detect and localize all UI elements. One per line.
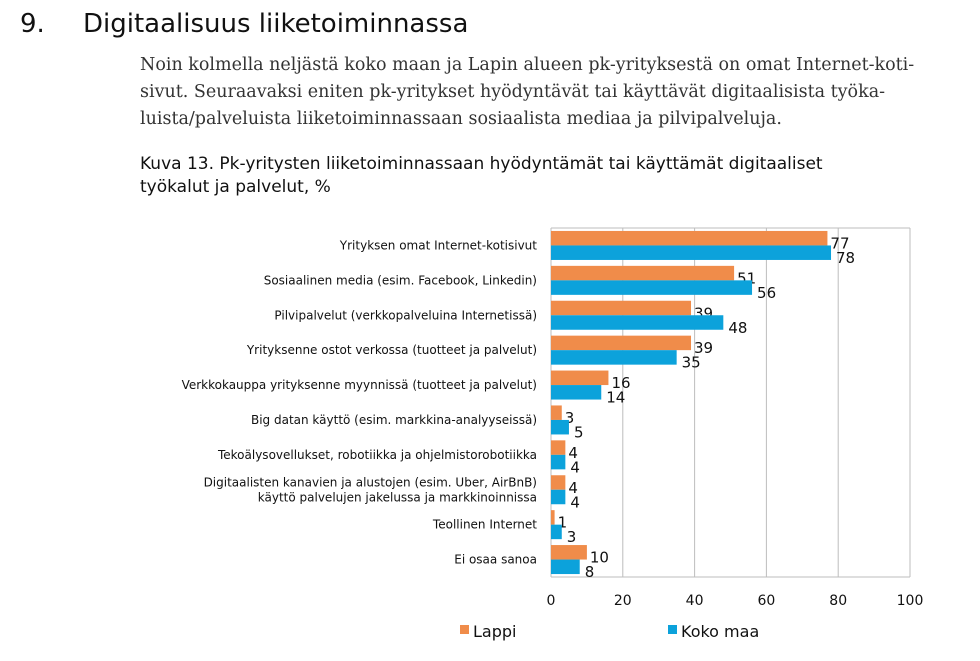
category-label: Tekoälysovellukset, robotiikka ja ohjelm… (217, 448, 537, 462)
data-label: 3 (567, 528, 577, 546)
x-tick-label: 60 (757, 593, 775, 609)
bar-lappi (551, 265, 735, 281)
data-label: 4 (570, 493, 580, 511)
bar-koko-maa (551, 559, 580, 575)
bar-koko-maa (551, 245, 832, 260)
bar-koko-maa (551, 419, 569, 435)
bar-lappi (551, 335, 692, 351)
legend-swatch (668, 625, 677, 634)
bar-lappi (551, 405, 562, 420)
data-label: 1 (558, 514, 568, 532)
bar-koko-maa (551, 454, 566, 470)
category-label: Teollinen Internet (432, 518, 537, 532)
caption-line: Kuva 13. Pk-yritysten liiketoiminnassaan… (140, 154, 823, 174)
data-label: 3 (565, 409, 575, 427)
x-tick-label: 100 (897, 593, 924, 609)
section-number: 9. (20, 9, 45, 39)
bar-koko-maa (551, 489, 566, 505)
bar-lappi (551, 300, 692, 316)
category-label: Yrityksen omat Internet-kotisivut (339, 238, 537, 252)
category-label: Digitaalisten kanavien ja alustojen (esi… (204, 475, 537, 489)
category-label: Ei osaa sanoa (454, 553, 537, 567)
bar-lappi (551, 510, 555, 525)
bar-lappi (551, 370, 609, 386)
data-label: 56 (757, 284, 776, 302)
bar-lappi (551, 440, 566, 455)
data-label: 14 (606, 389, 625, 407)
category-label: Pilvipalvelut (verkkopalveluina Internet… (274, 308, 537, 322)
bar-koko-maa (551, 350, 677, 365)
data-label: 5 (574, 423, 584, 441)
legend-swatch (460, 625, 469, 634)
x-tick-label: 0 (547, 593, 556, 609)
data-label: 4 (570, 458, 580, 476)
legend-label: Koko maa (681, 622, 759, 641)
bar-koko-maa (551, 524, 562, 540)
paragraph-line: Noin kolmella neljästä koko maan ja Lapi… (140, 55, 915, 75)
data-label: 78 (836, 249, 855, 267)
bar-lappi (551, 545, 587, 560)
data-label: 10 (590, 549, 609, 567)
x-tick-label: 40 (686, 593, 704, 609)
section-title: Digitaalisuus liiketoiminnassa (83, 9, 469, 39)
paragraph-line: luista/palveluista liiketoiminnassaan so… (140, 109, 782, 129)
data-label: 16 (611, 374, 630, 392)
bar-koko-maa (551, 315, 724, 330)
data-label: 4 (568, 479, 578, 497)
caption-line: työkalut ja palvelut, % (140, 177, 331, 197)
paragraph-line: sivut. Seuraavaksi eniten pk-yritykset h… (140, 82, 886, 102)
bar-lappi (551, 475, 566, 490)
bar-lappi (551, 230, 828, 246)
data-label: 8 (585, 563, 595, 581)
category-label: Big datan käyttö (esim. markkina-analyys… (251, 413, 537, 427)
figure-caption: Kuva 13. Pk-yritysten liiketoiminnassaan… (140, 153, 823, 199)
bar-koko-maa (551, 280, 753, 295)
category-label: Verkkokauppa yrityksenne myynnissä (tuot… (182, 378, 537, 392)
category-label: käyttö palvelujen jakelussa ja markkinoi… (258, 490, 537, 504)
data-label: 39 (694, 339, 713, 357)
data-label: 48 (728, 319, 747, 337)
category-label: Sosiaalinen media (esim. Facebook, Linke… (264, 273, 537, 287)
x-tick-label: 20 (614, 593, 632, 609)
data-label: 77 (830, 234, 849, 252)
data-label: 4 (568, 444, 578, 462)
intro-paragraph: Noin kolmella neljästä koko maan ja Lapi… (140, 52, 940, 133)
bar-koko-maa (551, 385, 602, 400)
data-label: 35 (682, 354, 701, 372)
category-label: Yrityksenne ostot verkossa (tuotteet ja … (246, 343, 537, 357)
x-tick-label: 80 (829, 593, 847, 609)
legend-label: Lappi (473, 622, 516, 641)
